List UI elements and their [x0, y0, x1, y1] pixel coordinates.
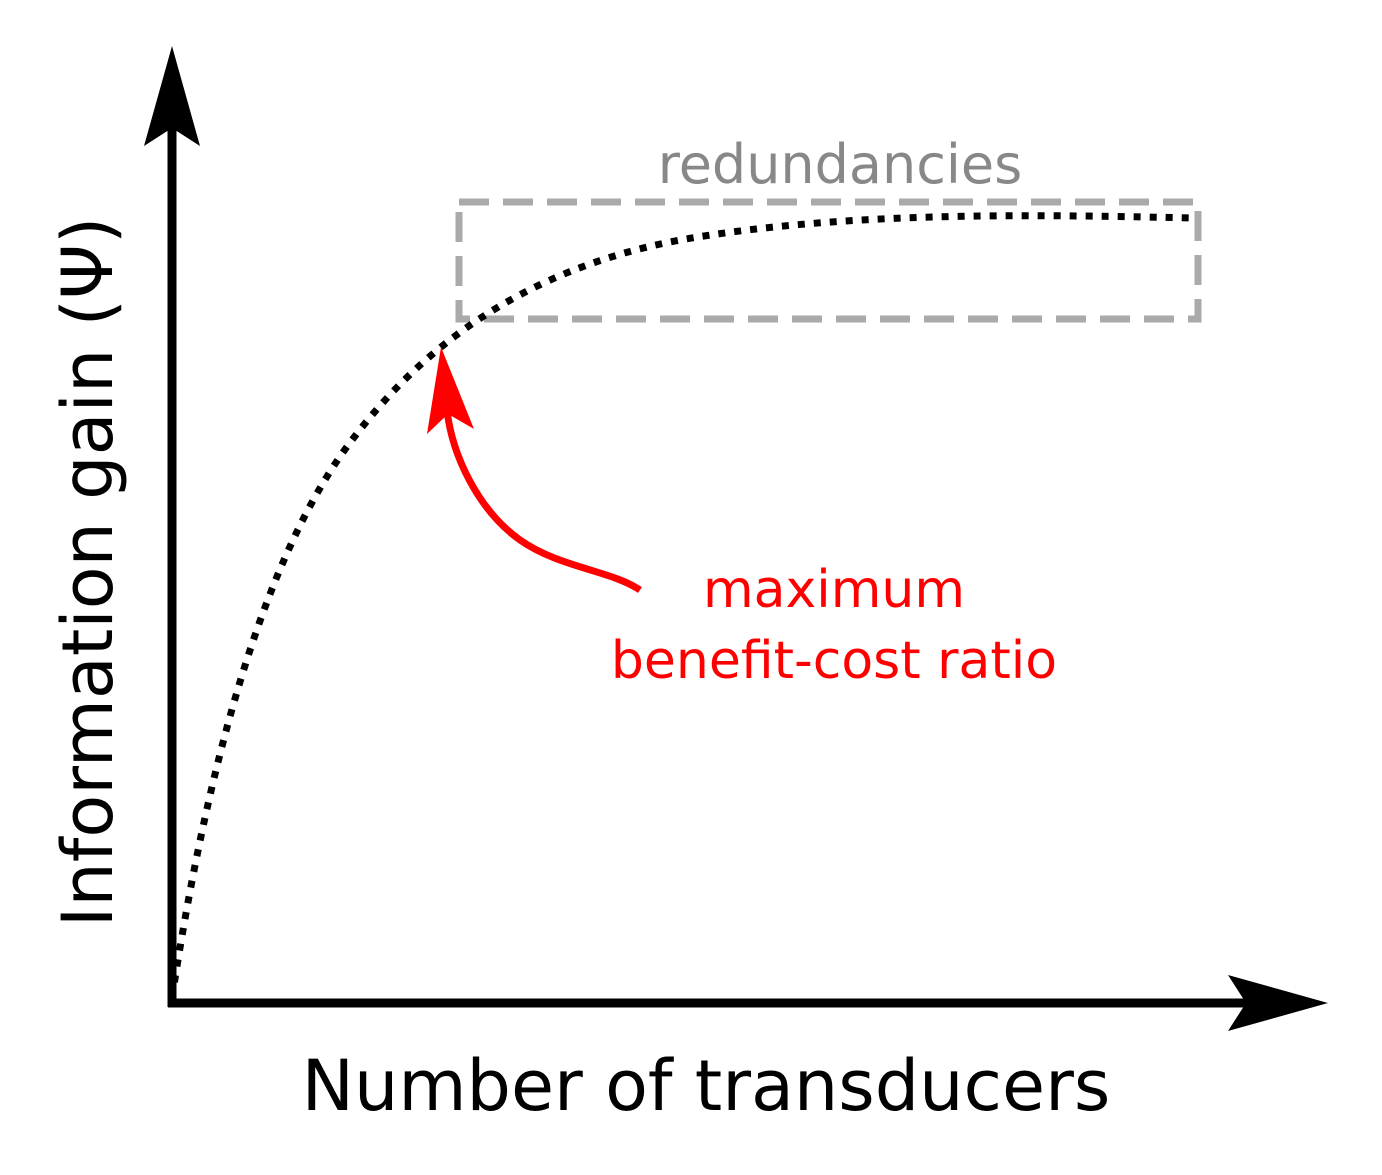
- y-axis-arrowhead: [144, 46, 200, 146]
- y-axis-label: Information gain (Ψ): [47, 217, 129, 928]
- annotation-line-1: maximum: [703, 560, 965, 620]
- callout-arrow-shaft: [443, 409, 642, 593]
- information-gain-curve: [168, 212, 1196, 999]
- redundancy-box: [455, 198, 1202, 323]
- redundancies-label: redundancies: [658, 133, 1023, 196]
- x-axis-label: Number of transducers: [302, 1045, 1111, 1127]
- annotation-line-2: benefit-cost ratio: [611, 631, 1057, 691]
- x-axis-arrowhead: [1228, 975, 1328, 1031]
- callout-arrowhead: [427, 347, 474, 434]
